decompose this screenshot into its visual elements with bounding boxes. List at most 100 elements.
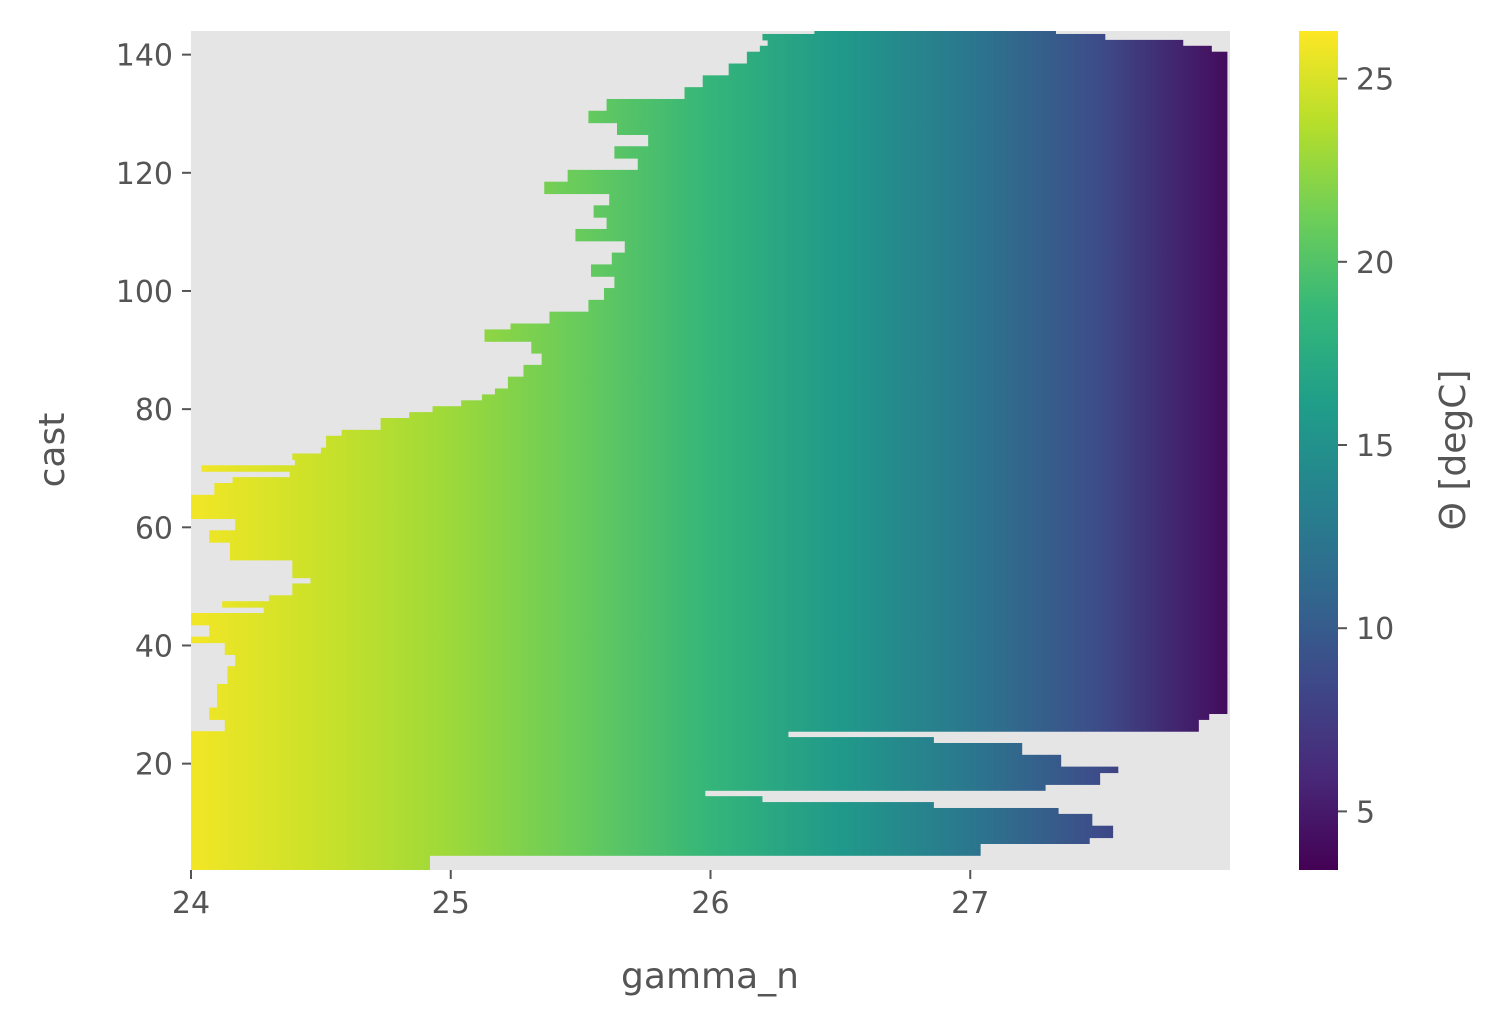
y-tick-label: 60: [135, 511, 173, 546]
cast-row: [510, 323, 1228, 330]
cast-row: [380, 423, 1228, 431]
cast-row: [549, 317, 1228, 325]
cast-row: [614, 282, 1228, 289]
cast-row: [588, 305, 1228, 313]
cast-row: [216, 701, 1228, 709]
cast-row: [191, 867, 430, 870]
cast-row: [588, 299, 1228, 307]
cast-row: [614, 146, 1228, 153]
x-tick-label: 25: [432, 886, 470, 921]
cast-row: [292, 565, 1228, 573]
cast-row: [684, 93, 1228, 100]
cast-row: [767, 39, 1184, 47]
cast-row: [191, 819, 1093, 827]
cast-row: [637, 163, 1228, 171]
cast-row: [611, 258, 1228, 265]
cast-row: [209, 630, 1228, 638]
cast-row: [609, 199, 1228, 206]
cast-row: [191, 855, 430, 862]
cast-row: [268, 595, 1228, 602]
cast-row: [191, 506, 1228, 514]
cast-row: [606, 104, 1228, 112]
cast-row: [222, 601, 1228, 608]
cast-row: [593, 205, 1228, 212]
cast-row: [235, 524, 1228, 531]
cast-row: [494, 388, 1228, 395]
cast-row: [588, 110, 1228, 118]
cast-row: [541, 358, 1228, 366]
cast-row: [209, 530, 1228, 537]
cast-row: [191, 772, 1101, 779]
cast-row: [191, 807, 1059, 815]
cast-row: [232, 477, 1228, 484]
cast-row: [591, 270, 1228, 277]
cast-row: [227, 666, 1228, 673]
cast-row: [606, 98, 1228, 106]
cast-row: [604, 293, 1228, 301]
cast-row: [432, 406, 1228, 413]
x-axis: 24 25 26 27: [172, 870, 989, 921]
cast-row: [523, 364, 1228, 372]
cast-row: [292, 589, 1228, 596]
cast-row: [759, 45, 1212, 53]
cast-row: [544, 181, 1228, 189]
cast-row: [224, 642, 1228, 650]
cast-row: [575, 228, 1228, 236]
y-tick-label: 120: [116, 157, 173, 192]
cast-row: [624, 240, 1228, 248]
cast-row: [191, 760, 1062, 768]
cast-row: [209, 536, 1228, 543]
cast-row: [746, 51, 1228, 59]
cast-row: [263, 607, 1228, 614]
cast-row: [191, 618, 1228, 626]
cast-row: [648, 140, 1228, 147]
cast-row: [746, 57, 1228, 65]
cast-row: [294, 459, 1228, 466]
cast-row: [637, 158, 1228, 165]
cast-row: [209, 713, 1210, 720]
cast-row: [616, 128, 1228, 135]
cast-row: [229, 548, 1228, 555]
colorbar-tick-label: 25: [1356, 63, 1394, 98]
cast-row: [191, 861, 430, 868]
cast-row: [235, 660, 1228, 667]
cast-row: [214, 488, 1228, 496]
cast-row: [614, 276, 1228, 283]
cast-row: [702, 75, 1228, 82]
cast-row: [684, 87, 1228, 94]
cast-row: [484, 329, 1228, 336]
cast-row: [191, 813, 1093, 821]
cast-row: [191, 766, 1119, 774]
cast-row: [216, 683, 1228, 691]
cast-row: [591, 264, 1228, 271]
cast-row: [191, 778, 1101, 785]
y-axis: 20 40 60 80 100 120 140: [116, 39, 191, 783]
x-axis-label: gamma_n: [621, 956, 799, 997]
cast-row: [531, 341, 1228, 348]
colorbar-tick-label: 5: [1356, 795, 1375, 830]
cast-row: [541, 353, 1228, 360]
cast-row: [191, 494, 1228, 502]
cast-row: [531, 347, 1228, 354]
cast-row: [235, 518, 1228, 525]
cast-row: [507, 376, 1228, 384]
cast-row: [380, 418, 1228, 425]
cast-row: [227, 678, 1228, 685]
colorbar-tick-label: 10: [1356, 612, 1394, 647]
x-tick-label: 24: [172, 886, 210, 921]
y-tick-label: 20: [135, 748, 173, 783]
x-tick-label: 26: [691, 886, 729, 921]
cast-row: [191, 731, 789, 738]
cast-row: [191, 831, 1114, 839]
cast-row: [227, 672, 1228, 679]
cast-row: [614, 152, 1228, 159]
cast-row: [191, 784, 1046, 791]
cast-row: [575, 234, 1228, 242]
colorbar-axis: 5 10 15 20 25: [1338, 63, 1394, 830]
cast-row: [214, 483, 1228, 490]
cast-row: [229, 553, 1228, 561]
cast-row: [209, 707, 1228, 715]
cast-row: [191, 825, 1114, 833]
cast-row: [549, 311, 1228, 319]
